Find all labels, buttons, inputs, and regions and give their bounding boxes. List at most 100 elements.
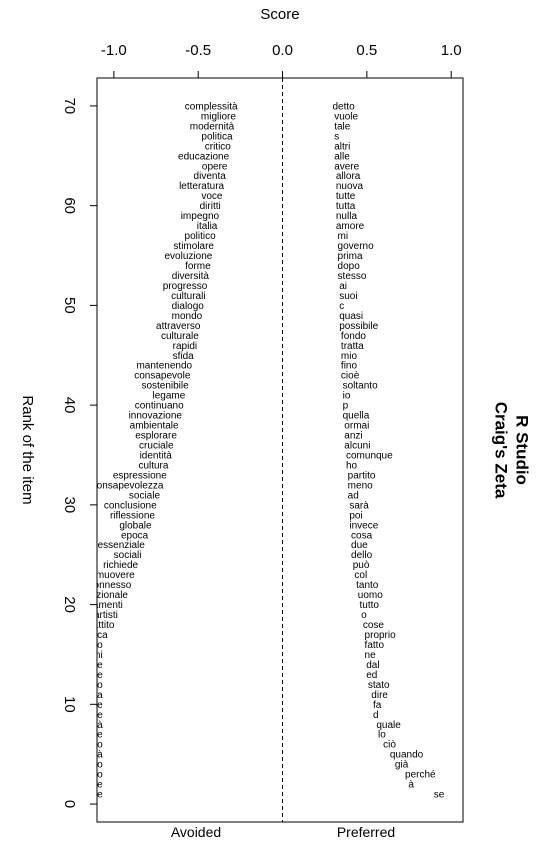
preferred-word: ne	[365, 650, 377, 661]
avoided-word: interconnesso	[69, 580, 132, 591]
avoided-word: sfida	[173, 351, 195, 362]
preferred-word: s	[334, 131, 339, 142]
avoided-word: italia	[197, 221, 218, 232]
bottom-label-preferred: Preferred	[337, 824, 395, 840]
y-tick-label: 60	[61, 197, 78, 214]
avoided-word: critico	[205, 141, 232, 152]
preferred-word: c	[339, 301, 344, 312]
avoided-word: sfide	[82, 790, 104, 801]
bottom-label-avoided: Avoided	[171, 824, 221, 840]
preferred-word: lo	[378, 730, 386, 741]
x-axis-title: Score	[260, 6, 299, 23]
avoided-word: questioni	[63, 650, 103, 661]
preferred-word: cioè	[341, 371, 360, 382]
avoided-word: mantenendo	[136, 361, 192, 372]
preferred-word: nuova	[336, 181, 364, 192]
avoided-word: politica	[201, 131, 233, 142]
preferred-word: nulla	[336, 211, 358, 222]
avoided-word: futuro	[77, 640, 103, 651]
preferred-word: invece	[349, 520, 378, 531]
x-tick-label: 0.5	[356, 42, 377, 59]
avoided-word: globale	[119, 520, 152, 531]
preferred-word: prima	[338, 251, 363, 262]
preferred-word: ho	[346, 460, 358, 471]
preferred-word: vuole	[334, 111, 358, 122]
preferred-word: governo	[338, 241, 375, 252]
preferred-word: à	[408, 780, 414, 791]
avoided-word: epoca	[121, 530, 149, 541]
preferred-word: col	[354, 570, 367, 581]
avoided-word: consapevolezza	[92, 480, 164, 491]
preferred-word: ormai	[344, 421, 369, 432]
avoided-word: sociale	[129, 490, 161, 501]
avoided-word: internazionale	[66, 590, 129, 601]
avoided-word: letteratura	[179, 181, 224, 192]
x-tick-label: 1.0	[441, 42, 462, 59]
avoided-word: cultura	[138, 460, 168, 471]
avoided-word: ruolo	[80, 770, 103, 781]
avoided-word: promuovere	[81, 570, 135, 581]
preferred-word: comunque	[346, 450, 393, 461]
preferred-word: alle	[334, 151, 350, 162]
preferred-word: dopo	[338, 261, 361, 272]
avoided-word: conclusione	[104, 500, 157, 511]
x-axis: -1.0 -0.5 0.0 0.5 1.0	[101, 42, 462, 79]
preferred-word: può	[353, 560, 370, 571]
avoided-word: impegno	[181, 211, 220, 222]
preferred-word: possibile	[339, 321, 378, 332]
preferred-word: mio	[341, 351, 358, 362]
preferred-word: mi	[338, 231, 349, 242]
preferred-word: p	[343, 401, 349, 412]
avoided-word: essenziale	[98, 540, 146, 551]
avoided-word: esplorare	[135, 431, 177, 442]
preferred-word: ad	[348, 490, 359, 501]
avoided-word: dibattito	[79, 620, 114, 631]
preferred-word: dello	[351, 550, 373, 561]
avoided-word: diritti	[200, 201, 221, 212]
y-tick-label: 20	[61, 596, 78, 613]
preferred-word: alcuni	[344, 441, 370, 452]
preferred-word: ai	[339, 281, 347, 292]
preferred-word: quando	[390, 750, 424, 761]
avoided-word: complessità	[185, 101, 238, 112]
preferred-word: soltanto	[343, 381, 378, 392]
preferred-word: ciò	[383, 740, 396, 751]
avoided-word: attraverso	[156, 321, 201, 332]
avoided-word: culturali	[171, 291, 205, 302]
preferred-word: dal	[366, 660, 379, 671]
avoided-word: migliore	[201, 111, 236, 122]
word-points: sfideazioneruolocambiamentoopportunitàco…	[33, 101, 445, 801]
avoided-word: rapidi	[173, 341, 197, 352]
preferred-word: quella	[343, 411, 370, 422]
preferred-word: tutte	[336, 191, 356, 202]
avoided-word: arte	[85, 660, 103, 671]
y-axis: 0 10 20 30 40 50 60 70	[61, 98, 98, 808]
avoided-word: culturale	[161, 331, 199, 342]
avoided-word: consapevole	[134, 371, 191, 382]
preferred-word: fa	[373, 700, 382, 711]
preferred-word: meno	[348, 480, 373, 491]
preferred-word: fatto	[365, 640, 385, 651]
avoided-word: identità	[140, 450, 173, 461]
x-tick-label: -1.0	[101, 42, 127, 59]
avoided-word: espressione	[113, 470, 167, 481]
avoided-word: innovazione	[129, 411, 183, 422]
avoided-word: contemporanea	[33, 690, 103, 701]
avoided-word: contesto	[65, 740, 103, 751]
avoided-word: stimolare	[173, 241, 214, 252]
y-tick-label: 70	[61, 98, 78, 115]
avoided-word: importante	[55, 730, 103, 741]
preferred-word: fondo	[341, 331, 366, 342]
preferred-word: fino	[341, 361, 358, 372]
preferred-word: amore	[336, 221, 365, 232]
preferred-word: d	[373, 710, 379, 721]
preferred-word: tale	[334, 121, 351, 132]
avoided-word: azione	[73, 780, 103, 791]
side-title-line: Craig's Zeta	[492, 402, 511, 499]
y-tick-label: 10	[61, 696, 78, 713]
preferred-word: uomo	[358, 590, 383, 601]
preferred-word: sarà	[349, 500, 369, 511]
preferred-word: tanto	[356, 580, 379, 591]
avoided-word: artisti	[94, 610, 118, 621]
